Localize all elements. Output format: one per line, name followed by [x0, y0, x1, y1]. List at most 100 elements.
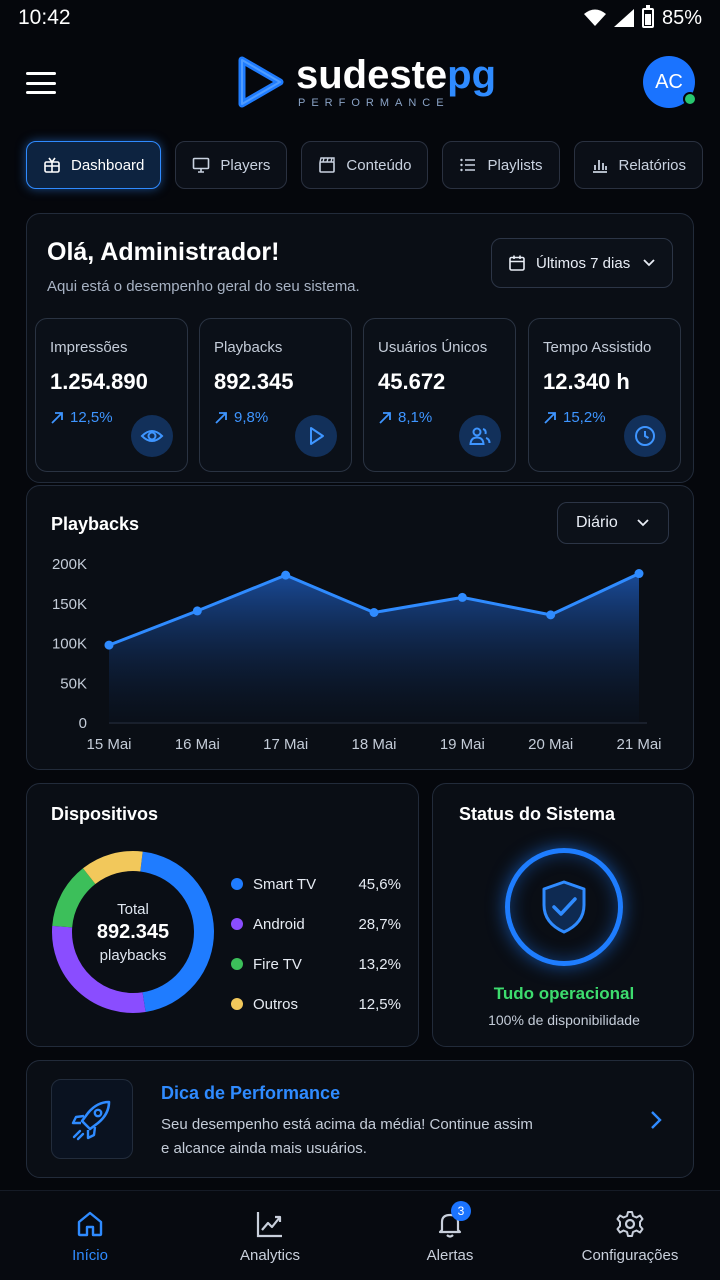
date-range-label: Últimos 7 dias [536, 254, 631, 272]
play-logo-icon [238, 56, 284, 108]
legend-item-smart-tv: Smart TV 45,6% [231, 864, 401, 904]
x-tick-label: 18 Mai [351, 736, 396, 753]
donut-slice [52, 868, 96, 928]
legend-label: Fire TV [253, 955, 302, 973]
stat-card-impressoes[interactable]: Impressões 1.254.890 12,5% [35, 318, 188, 472]
app-header: sudestepg PERFORMANCE AC [0, 44, 720, 124]
alerts-badge: 3 [451, 1201, 471, 1221]
play-icon [310, 427, 324, 445]
menu-icon[interactable] [22, 66, 60, 100]
arrow-up-right-icon [544, 411, 556, 424]
nav-inicio[interactable]: Início [0, 1191, 180, 1280]
stat-change: 12,5% [50, 409, 113, 426]
nav-analytics[interactable]: Analytics [180, 1191, 360, 1280]
donut-slice [52, 925, 146, 1013]
logo: sudestepg PERFORMANCE [234, 54, 496, 110]
chevron-down-icon [637, 519, 649, 527]
tab-playlists[interactable]: Playlists [442, 141, 560, 189]
chart-point [192, 606, 202, 616]
legend-item-outros: Outros 12,5% [231, 984, 401, 1024]
y-tick-label: 150K [52, 596, 87, 613]
x-tick-label: 21 Mai [616, 736, 661, 753]
clock-icon [635, 426, 655, 446]
period-label: Diário [576, 514, 618, 531]
legend-value: 12,5% [358, 995, 401, 1013]
arrow-up-right-icon [51, 411, 63, 424]
avatar[interactable]: AC [643, 56, 697, 108]
legend-label: Smart TV [253, 875, 317, 893]
wifi-icon [583, 9, 606, 26]
devices-card: Dispositivos Total 892.345 playbacks Sma… [26, 783, 419, 1047]
battery-level: 85% [661, 6, 702, 29]
stat-card-usuarios[interactable]: Usuários Únicos 45.672 8,1% [363, 318, 516, 472]
tab-dashboard[interactable]: Dashboard [26, 141, 162, 189]
nav-label: Alertas [426, 1247, 474, 1264]
tab-relatorios[interactable]: Relatórios [573, 141, 704, 189]
chart-point [104, 640, 114, 650]
logo-name-part2: pg [447, 53, 497, 97]
logo-subtitle: PERFORMANCE [298, 97, 450, 109]
period-select[interactable]: Diário [557, 502, 669, 544]
chevron-right-icon[interactable] [649, 1109, 663, 1131]
stat-value: 45.672 [378, 369, 446, 394]
greeting-title: Olá, Administrador! [47, 238, 280, 266]
legend-item-fire-tv: Fire TV 13,2% [231, 944, 401, 984]
trend-icon [256, 1212, 282, 1238]
chevron-down-icon [643, 259, 655, 267]
tip-title: Dica de Performance [161, 1083, 341, 1103]
stat-value: 892.345 [214, 369, 294, 394]
gear-icon [616, 1211, 644, 1237]
devices-donut-chart [52, 851, 214, 1013]
stat-change: 8,1% [378, 409, 432, 426]
arrow-up-right-icon [215, 411, 227, 424]
chart-point [546, 610, 556, 620]
system-title: Status do Sistema [459, 804, 616, 824]
stat-card-playbacks[interactable]: Playbacks 892.345 9,8% [199, 318, 352, 472]
battery-icon [641, 5, 654, 28]
chart-point [634, 569, 644, 579]
monitor-icon [193, 157, 210, 173]
greeting-subtitle: Aqui está o desempenho geral do seu sist… [47, 278, 360, 295]
stat-change: 15,2% [543, 409, 606, 426]
calendar-icon [509, 255, 525, 271]
legend-dot [231, 878, 243, 890]
signal-icon [613, 9, 634, 27]
chart-area-fill [109, 573, 639, 723]
nav-configuracoes[interactable]: Configurações [540, 1191, 720, 1280]
donut-slice [82, 851, 143, 885]
chart-point [369, 607, 379, 617]
dashboard-icon [44, 157, 60, 173]
y-tick-label: 50K [60, 675, 87, 692]
top-tabs: Dashboard Players Conteúdo Playlists Rel… [26, 141, 704, 189]
playbacks-chart: 200K 150K 100K 50K 0 15 Mai 16 Mai 17 Mai 18 Mai… [52, 556, 662, 753]
stat-value: 1.254.890 [50, 369, 148, 394]
legend-value: 13,2% [358, 955, 401, 973]
system-status-card: Status do Sistema Tudo operacional 100% … [432, 783, 694, 1047]
tab-players[interactable]: Players [175, 141, 288, 189]
overview-card: Olá, Administrador! Aqui está o desempen… [26, 213, 694, 483]
bell-icon [438, 1213, 462, 1238]
chart-title: Playbacks [51, 514, 140, 534]
y-tick-label: 100K [52, 636, 87, 653]
stat-card-tempo[interactable]: Tempo Assistido 12.340 h 15,2% [528, 318, 681, 472]
devices-title: Dispositivos [51, 804, 159, 824]
status-time: 10:42 [18, 6, 71, 29]
bottom-nav: Início Analytics 3 Alertas Configurações [0, 1190, 720, 1280]
tab-conteudo[interactable]: Conteúdo [301, 141, 429, 189]
nav-label: Início [72, 1247, 108, 1264]
legend-dot [231, 958, 243, 970]
donut-center: Total 892.345 playbacks [45, 844, 221, 1020]
legend-value: 28,7% [358, 915, 401, 933]
donut-slice [140, 851, 214, 1013]
nav-alertas[interactable]: 3 Alertas [360, 1191, 540, 1280]
total-value: 892.345 [96, 920, 170, 943]
stat-change: 9,8% [214, 409, 268, 426]
users-icon [469, 427, 491, 445]
clapper-icon [319, 157, 336, 173]
performance-tip-card[interactable]: Dica de Performance Seu desempenho está … [26, 1060, 694, 1178]
eye-icon [140, 430, 164, 442]
stat-value: 12.340 h [543, 369, 630, 394]
home-icon [77, 1211, 103, 1237]
date-range-select[interactable]: Últimos 7 dias [491, 238, 673, 288]
legend-dot [231, 998, 243, 1010]
